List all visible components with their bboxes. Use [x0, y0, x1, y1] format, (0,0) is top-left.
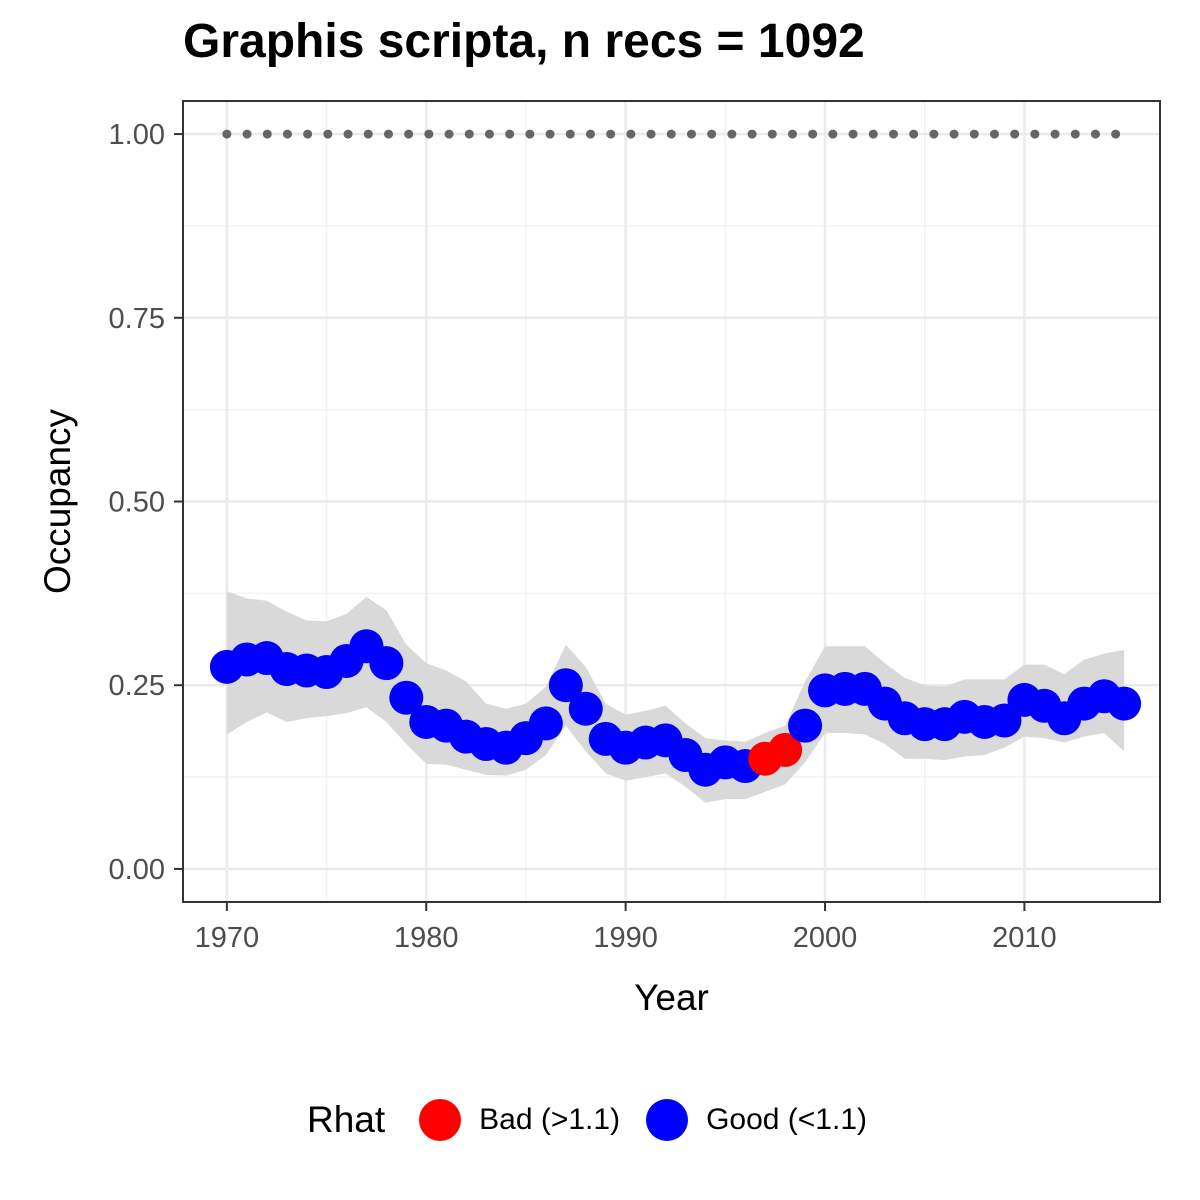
point-good-rhat [528, 706, 563, 741]
credible-interval-ribbon [226, 591, 1125, 803]
legend-key-good [646, 1099, 689, 1141]
point-bad-rhat [768, 732, 803, 767]
legend-item-good: Good (<1.1) [646, 1099, 867, 1141]
x-axis-title: Year [634, 977, 709, 1018]
x-tick-label: 1990 [593, 922, 658, 954]
point-good-rhat [568, 691, 603, 726]
major-gridlines [183, 101, 1160, 902]
point-good-rhat [1107, 686, 1142, 721]
y-tick-label: 0.75 [109, 303, 165, 335]
y-axis-ticks: 0.00 0.25 0.50 0.75 1.00 [109, 119, 183, 886]
x-tick-label: 2010 [992, 922, 1057, 954]
occupancy-points [209, 629, 1142, 787]
x-tick-label: 2000 [793, 922, 858, 954]
point-good-rhat [369, 646, 404, 681]
point-good-rhat [788, 708, 823, 743]
legend-label-bad: Bad (>1.1) [479, 1103, 621, 1136]
legend-key-bad [419, 1099, 462, 1141]
legend-label-good: Good (<1.1) [706, 1103, 867, 1136]
point-good-rhat [389, 680, 424, 715]
y-tick-label: 0.00 [109, 854, 165, 886]
credible-interval-band [226, 591, 1125, 803]
chart-title: Graphis scripta, n recs = 1092 [183, 15, 865, 68]
y-tick-label: 0.50 [109, 487, 165, 519]
x-tick-label: 1970 [195, 922, 260, 954]
legend-title: Rhat [306, 1099, 386, 1140]
x-axis-ticks: 1970 1980 1990 2000 2010 [195, 902, 1057, 954]
x-tick-label: 1980 [394, 922, 459, 954]
y-tick-label: 0.25 [109, 670, 165, 702]
legend-item-bad: Bad (>1.1) [419, 1099, 620, 1141]
y-tick-label: 1.00 [109, 119, 165, 151]
y-axis-title: Occupancy [37, 408, 78, 594]
legend: Rhat Bad (>1.1) Good (<1.1) [0, 1090, 1200, 1150]
point-good-rhat [548, 668, 583, 703]
